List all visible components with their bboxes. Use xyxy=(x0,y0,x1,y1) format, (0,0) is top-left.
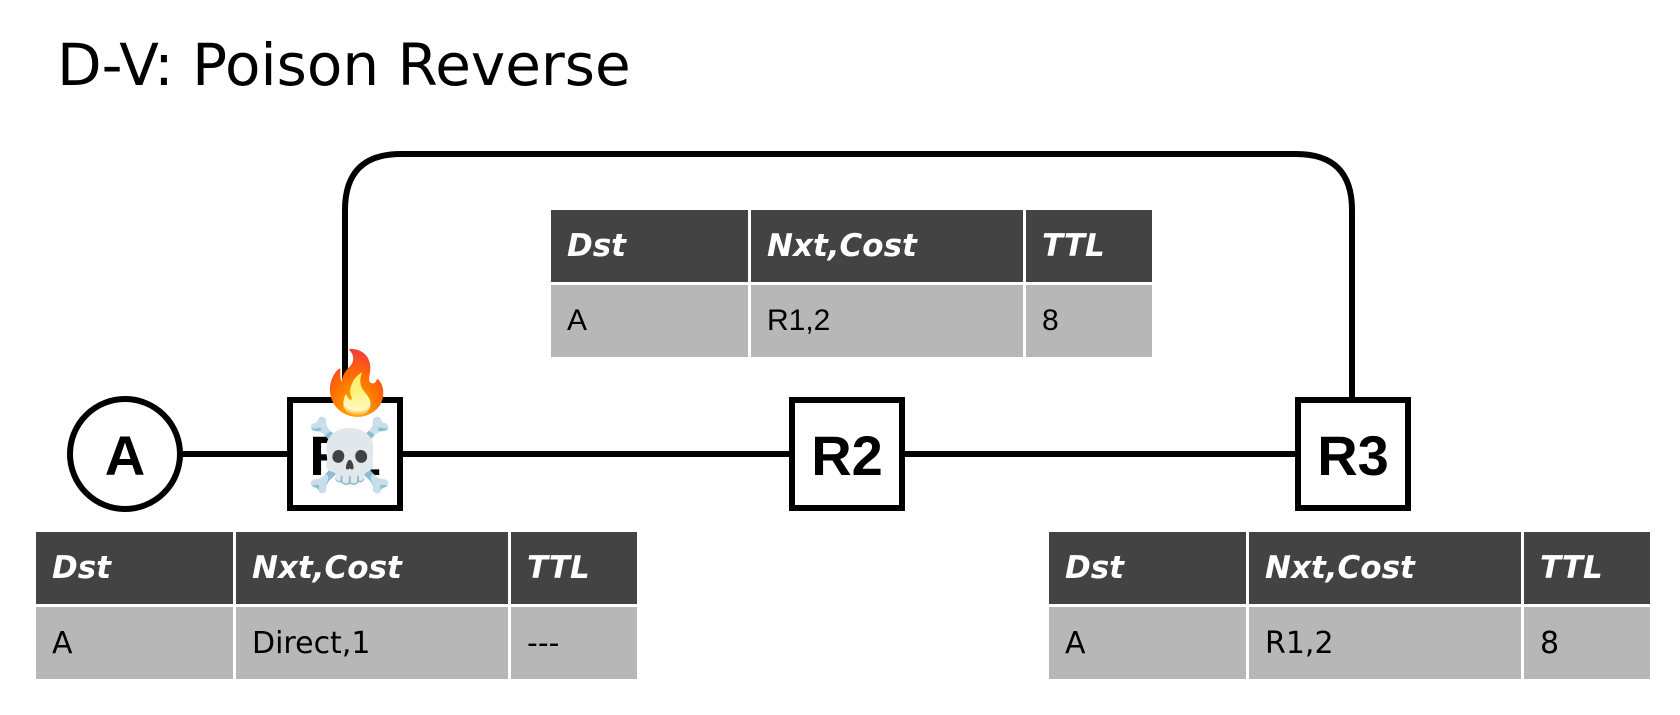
node-r3: R3 xyxy=(1295,397,1411,511)
column-header-dst: Dst xyxy=(1049,532,1246,604)
node-a: A xyxy=(67,396,183,512)
cell-nxt-cost: R1,2 xyxy=(1249,607,1521,679)
table-header-row: Dst Nxt,Cost TTL xyxy=(36,532,637,604)
routing-table-r2: Dst Nxt,Cost TTL A R1,2 8 xyxy=(548,207,1155,360)
table-row: A R1,2 8 xyxy=(1049,607,1650,679)
node-r1: R1 xyxy=(287,397,403,511)
column-header-dst: Dst xyxy=(551,210,748,282)
column-header-ttl: TTL xyxy=(511,532,637,604)
fire-icon: 🔥 xyxy=(318,346,396,419)
skull-icon: ☠️ xyxy=(306,414,394,496)
page-title: D-V: Poison Reverse xyxy=(57,31,631,99)
cell-dst: A xyxy=(551,285,748,357)
table-row: A R1,2 8 xyxy=(551,285,1152,357)
table-header-row: Dst Nxt,Cost TTL xyxy=(1049,532,1650,604)
table-header-row: Dst Nxt,Cost TTL xyxy=(551,210,1152,282)
column-header-ttl: TTL xyxy=(1026,210,1152,282)
cell-ttl: 8 xyxy=(1026,285,1152,357)
cell-nxt-cost: R1,2 xyxy=(751,285,1023,357)
cell-nxt-cost: Direct,1 xyxy=(236,607,508,679)
routing-table-r3: Dst Nxt,Cost TTL A R1,2 8 xyxy=(1046,529,1653,682)
cell-ttl: --- xyxy=(511,607,637,679)
node-a-label: A xyxy=(105,424,145,487)
column-header-nxt-cost: Nxt,Cost xyxy=(236,532,508,604)
node-r2: R2 xyxy=(789,397,905,511)
cell-ttl: 8 xyxy=(1524,607,1650,679)
node-r3-label: R3 xyxy=(1317,424,1389,487)
column-header-nxt-cost: Nxt,Cost xyxy=(1249,532,1521,604)
cell-dst: A xyxy=(1049,607,1246,679)
cell-dst: A xyxy=(36,607,233,679)
column-header-ttl: TTL xyxy=(1524,532,1650,604)
table-row: A Direct,1 --- xyxy=(36,607,637,679)
column-header-dst: Dst xyxy=(36,532,233,604)
column-header-nxt-cost: Nxt,Cost xyxy=(751,210,1023,282)
node-r2-label: R2 xyxy=(811,424,883,487)
link-r1-r3 xyxy=(342,151,1355,401)
node-r1-label: R1 xyxy=(309,424,381,487)
routing-table-r1: Dst Nxt,Cost TTL A Direct,1 --- xyxy=(33,529,640,682)
